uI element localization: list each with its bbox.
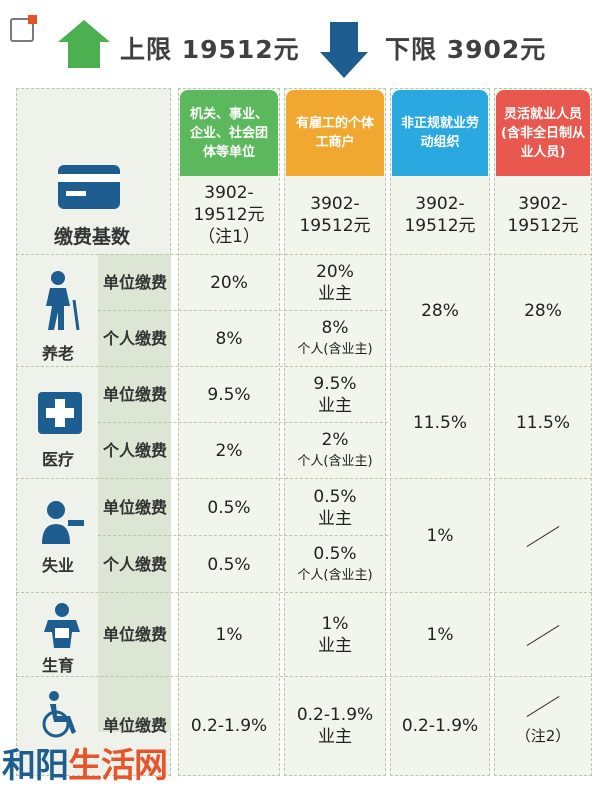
medical-cross-icon (38, 392, 82, 434)
pension-c4: 28% (524, 301, 562, 321)
row-divider (98, 535, 388, 536)
pension-label: 养老 (41, 344, 74, 363)
worker-icon (38, 498, 86, 550)
column-header-1: 机关、事业、企业、社会团体等单位 (180, 90, 278, 176)
unemployment-unit-label: 单位缴费 (102, 497, 167, 517)
lower-limit-label: 下限 3902元 (385, 35, 547, 64)
column-header-2: 有雇工的个体工商户 (286, 90, 384, 176)
upper-limit-label: 上限 19512元 (120, 35, 300, 64)
column-3-body (390, 88, 490, 776)
base-value-3: 3902-19512元 (404, 194, 476, 236)
base-value-2: 3902-19512元 (299, 194, 371, 236)
pension-c3: 28% (421, 301, 459, 321)
pension-c2-unit: 20% 业主 (316, 262, 354, 304)
down-arrow-stem (330, 22, 358, 52)
pension-c1-person: 8% (215, 329, 243, 349)
medical-c2-person: 2% 个人(含业主) (297, 430, 373, 469)
row-divider (16, 366, 592, 367)
unemployment-person-label: 个人缴费 (102, 554, 167, 574)
row-divider (98, 422, 388, 423)
column-header-3: 非正规就业劳动组织 (392, 90, 488, 176)
injury-c4: （注2） (498, 678, 588, 774)
base-label: 缴费基数 (53, 226, 130, 248)
pension-unit-label: 单位缴费 (102, 273, 167, 292)
row-divider (16, 254, 592, 255)
pension-c2-person: 8% 个人(含业主) (297, 318, 373, 357)
unemployment-c4-empty (498, 480, 588, 592)
corner-badge-icon (10, 15, 37, 42)
unemployment-c1-unit: 0.5% (207, 497, 251, 518)
maternity-c4-empty (498, 594, 588, 676)
unemployment-c1-person: 0.5% (207, 554, 251, 575)
elderly-person-icon (40, 270, 86, 336)
medical-c1-person: 2% (215, 441, 243, 461)
slash-mark (526, 624, 560, 646)
base-value-1: 3902-19512元（注1） (193, 183, 265, 247)
row-divider (98, 310, 388, 311)
column-1-body (178, 88, 280, 776)
medical-c4: 11.5% (515, 413, 570, 433)
unemployment-c2-unit: 0.5% 业主 (313, 486, 357, 529)
wheelchair-icon (40, 690, 86, 742)
medical-unit-label: 单位缴费 (102, 385, 167, 404)
medical-c1-unit: 9.5% (207, 385, 251, 405)
down-arrow-icon (320, 52, 368, 78)
maternity-label: 生育 (41, 656, 74, 675)
row-divider (16, 676, 592, 677)
pension-c1-unit: 20% (210, 273, 248, 293)
injury-c2: 0.2-1.9% 业主 (296, 705, 374, 747)
up-arrow-icon (58, 20, 110, 42)
watermark: 和阳生活网 (2, 746, 168, 786)
column-2-body (284, 88, 386, 776)
maternity-c3: 1% (426, 625, 454, 645)
unemployment-c2-person: 0.5% 个人(含业主) (297, 543, 373, 583)
slash-mark (526, 695, 560, 717)
card-icon (58, 165, 120, 209)
medical-label: 医疗 (41, 450, 74, 469)
injury-unit-label: 单位缴费 (102, 716, 167, 735)
baby-icon (40, 602, 84, 654)
slash-mark (526, 525, 560, 547)
row-divider (16, 592, 592, 593)
medical-c3: 11.5% (412, 413, 467, 433)
medical-person-label: 个人缴费 (102, 441, 167, 460)
base-value-4: 3902-19512元 (507, 194, 579, 236)
unemployment-label: 失业 (41, 556, 74, 575)
unemployment-c3: 1% (426, 526, 454, 546)
label-subcolumn (98, 254, 171, 732)
up-arrow-stem (68, 42, 100, 68)
medical-c2-unit: 9.5% 业主 (313, 374, 357, 416)
column-4-body (494, 88, 592, 776)
maternity-unit-label: 单位缴费 (102, 625, 167, 644)
injury-c3: 0.2-1.9% (401, 716, 479, 736)
injury-c1: 0.2-1.9% (190, 716, 268, 736)
maternity-c1: 1% (215, 625, 243, 645)
row-divider (16, 478, 592, 479)
maternity-c2: 1% 业主 (318, 614, 352, 656)
pension-person-label: 个人缴费 (102, 329, 167, 348)
column-header-4: 灵活就业人员(含非全日制从业人员) (496, 90, 590, 176)
